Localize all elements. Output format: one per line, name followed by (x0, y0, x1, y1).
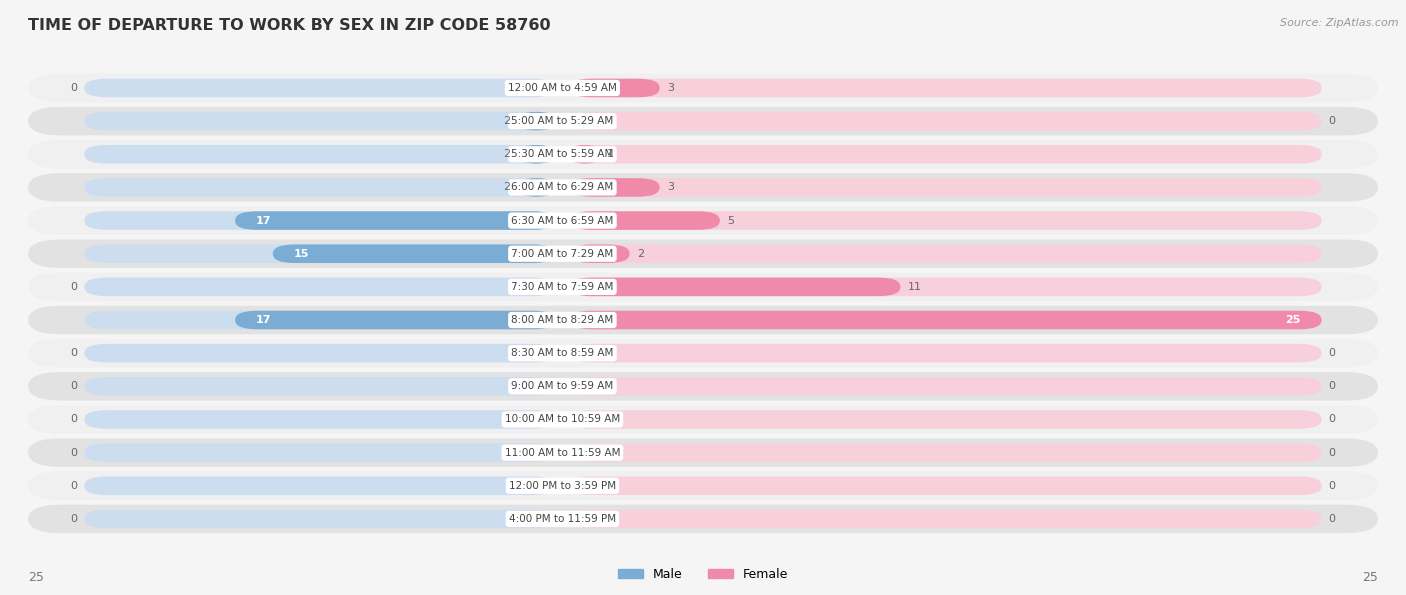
Text: TIME OF DEPARTURE TO WORK BY SEX IN ZIP CODE 58760: TIME OF DEPARTURE TO WORK BY SEX IN ZIP … (28, 18, 551, 33)
Text: 4:00 PM to 11:59 PM: 4:00 PM to 11:59 PM (509, 514, 616, 524)
Text: 11:00 AM to 11:59 AM: 11:00 AM to 11:59 AM (505, 447, 620, 458)
Text: 17: 17 (256, 215, 271, 226)
Text: 0: 0 (1329, 348, 1336, 358)
Text: 2: 2 (503, 183, 510, 192)
Text: 5:30 AM to 5:59 AM: 5:30 AM to 5:59 AM (512, 149, 613, 159)
Text: 6:00 AM to 6:29 AM: 6:00 AM to 6:29 AM (512, 183, 613, 192)
Text: 10:00 AM to 10:59 AM: 10:00 AM to 10:59 AM (505, 415, 620, 424)
Text: 15: 15 (294, 249, 309, 259)
Text: 2: 2 (637, 249, 644, 259)
Text: 12:00 PM to 3:59 PM: 12:00 PM to 3:59 PM (509, 481, 616, 491)
Text: 5: 5 (727, 215, 734, 226)
Text: 6:30 AM to 6:59 AM: 6:30 AM to 6:59 AM (512, 215, 613, 226)
Text: 7:30 AM to 7:59 AM: 7:30 AM to 7:59 AM (512, 282, 613, 292)
Text: 8:00 AM to 8:29 AM: 8:00 AM to 8:29 AM (512, 315, 613, 325)
Text: 25: 25 (1285, 315, 1301, 325)
Text: 0: 0 (70, 381, 77, 392)
Text: 2: 2 (503, 116, 510, 126)
Text: 0: 0 (70, 415, 77, 424)
Text: 0: 0 (70, 83, 77, 93)
Text: 3: 3 (666, 83, 673, 93)
Text: 5:00 AM to 5:29 AM: 5:00 AM to 5:29 AM (512, 116, 613, 126)
Text: 0: 0 (1329, 447, 1336, 458)
Text: 11: 11 (907, 282, 921, 292)
Text: 0: 0 (1329, 415, 1336, 424)
Text: 25: 25 (1362, 571, 1378, 584)
Text: 12:00 AM to 4:59 AM: 12:00 AM to 4:59 AM (508, 83, 617, 93)
Text: 0: 0 (70, 447, 77, 458)
Text: 17: 17 (256, 315, 271, 325)
Text: 0: 0 (70, 282, 77, 292)
Text: 0: 0 (70, 481, 77, 491)
Text: 0: 0 (70, 348, 77, 358)
Text: 0: 0 (1329, 381, 1336, 392)
Text: 25: 25 (28, 571, 44, 584)
Text: Source: ZipAtlas.com: Source: ZipAtlas.com (1281, 18, 1399, 28)
Text: 0: 0 (1329, 481, 1336, 491)
Text: 1: 1 (606, 149, 613, 159)
Legend: Male, Female: Male, Female (613, 563, 793, 585)
Text: 3: 3 (666, 183, 673, 192)
Text: 7:00 AM to 7:29 AM: 7:00 AM to 7:29 AM (512, 249, 613, 259)
Text: 0: 0 (1329, 116, 1336, 126)
Text: 9:00 AM to 9:59 AM: 9:00 AM to 9:59 AM (512, 381, 613, 392)
Text: 8:30 AM to 8:59 AM: 8:30 AM to 8:59 AM (512, 348, 613, 358)
Text: 0: 0 (1329, 514, 1336, 524)
Text: 2: 2 (503, 149, 510, 159)
Text: 0: 0 (70, 514, 77, 524)
